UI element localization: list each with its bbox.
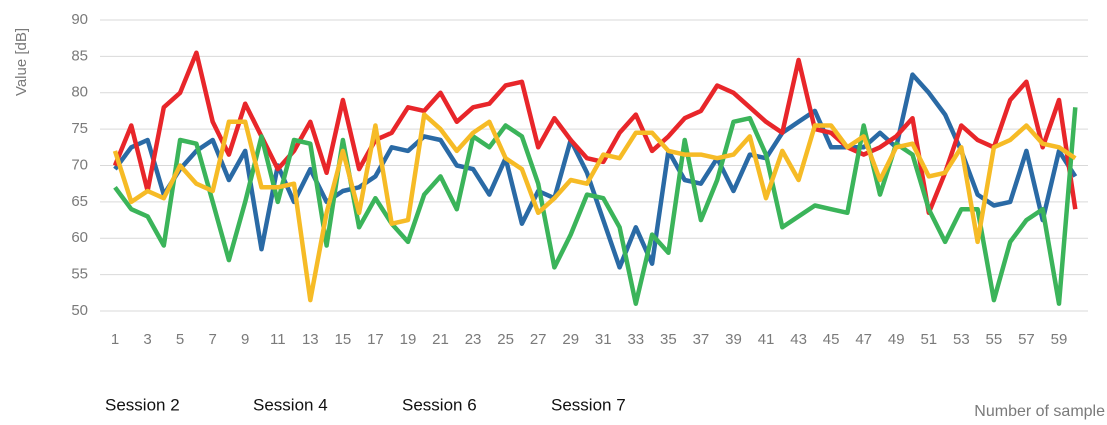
x-tick-label: 21: [432, 331, 449, 348]
x-tick-label: 31: [595, 331, 612, 348]
y-tick-label: 85: [71, 47, 88, 64]
x-tick-label: 57: [1018, 331, 1035, 348]
x-tick-label: 13: [302, 331, 319, 348]
y-tick-label: 65: [71, 193, 88, 210]
legend-label: Session 2: [105, 395, 180, 414]
y-tick-label: 90: [71, 11, 88, 28]
x-tick-label: 47: [855, 331, 872, 348]
x-tick-label: 15: [335, 331, 352, 348]
x-tick-label: 33: [627, 331, 644, 348]
y-tick-label: 55: [71, 266, 88, 283]
x-tick-label: 1: [111, 331, 119, 348]
x-tick-label: 41: [758, 331, 775, 348]
x-tick-label: 5: [176, 331, 184, 348]
x-tick-label: 19: [400, 331, 417, 348]
y-tick-label: 50: [71, 302, 88, 319]
x-tick-label: 53: [953, 331, 970, 348]
x-tick-label: 3: [143, 331, 151, 348]
x-tick-label: 9: [241, 331, 249, 348]
x-tick-label: 29: [562, 331, 579, 348]
x-tick-label: 7: [208, 331, 216, 348]
x-tick-label: 23: [465, 331, 482, 348]
x-tick-label: 39: [725, 331, 742, 348]
x-axis-title: Number of sample: [974, 403, 1105, 420]
x-tick-label: 55: [986, 331, 1003, 348]
x-tick-label: 25: [497, 331, 514, 348]
y-tick-label: 80: [71, 84, 88, 101]
y-tick-label: 75: [71, 120, 88, 137]
legend-label: Session 4: [253, 395, 328, 414]
legend-label: Session 7: [551, 395, 626, 414]
x-tick-label: 17: [367, 331, 384, 348]
x-tick-label: 49: [888, 331, 905, 348]
x-tick-label: 27: [530, 331, 547, 348]
x-tick-label: 37: [693, 331, 710, 348]
y-tick-label: 70: [71, 156, 88, 173]
series-line: [113, 107, 1078, 306]
series-line: [112, 50, 1078, 216]
y-tick-label: 60: [71, 229, 88, 246]
x-tick-label: 11: [270, 331, 286, 348]
legend-label: Session 6: [402, 395, 477, 414]
x-tick-label: 35: [660, 331, 677, 348]
x-tick-label: 43: [790, 331, 807, 348]
x-tick-label: 59: [1051, 331, 1068, 348]
x-tick-label: 45: [823, 331, 840, 348]
series-line: [112, 112, 1077, 303]
x-tick-label: 51: [920, 331, 937, 348]
y-axis-title: Value [dB]: [13, 28, 30, 96]
